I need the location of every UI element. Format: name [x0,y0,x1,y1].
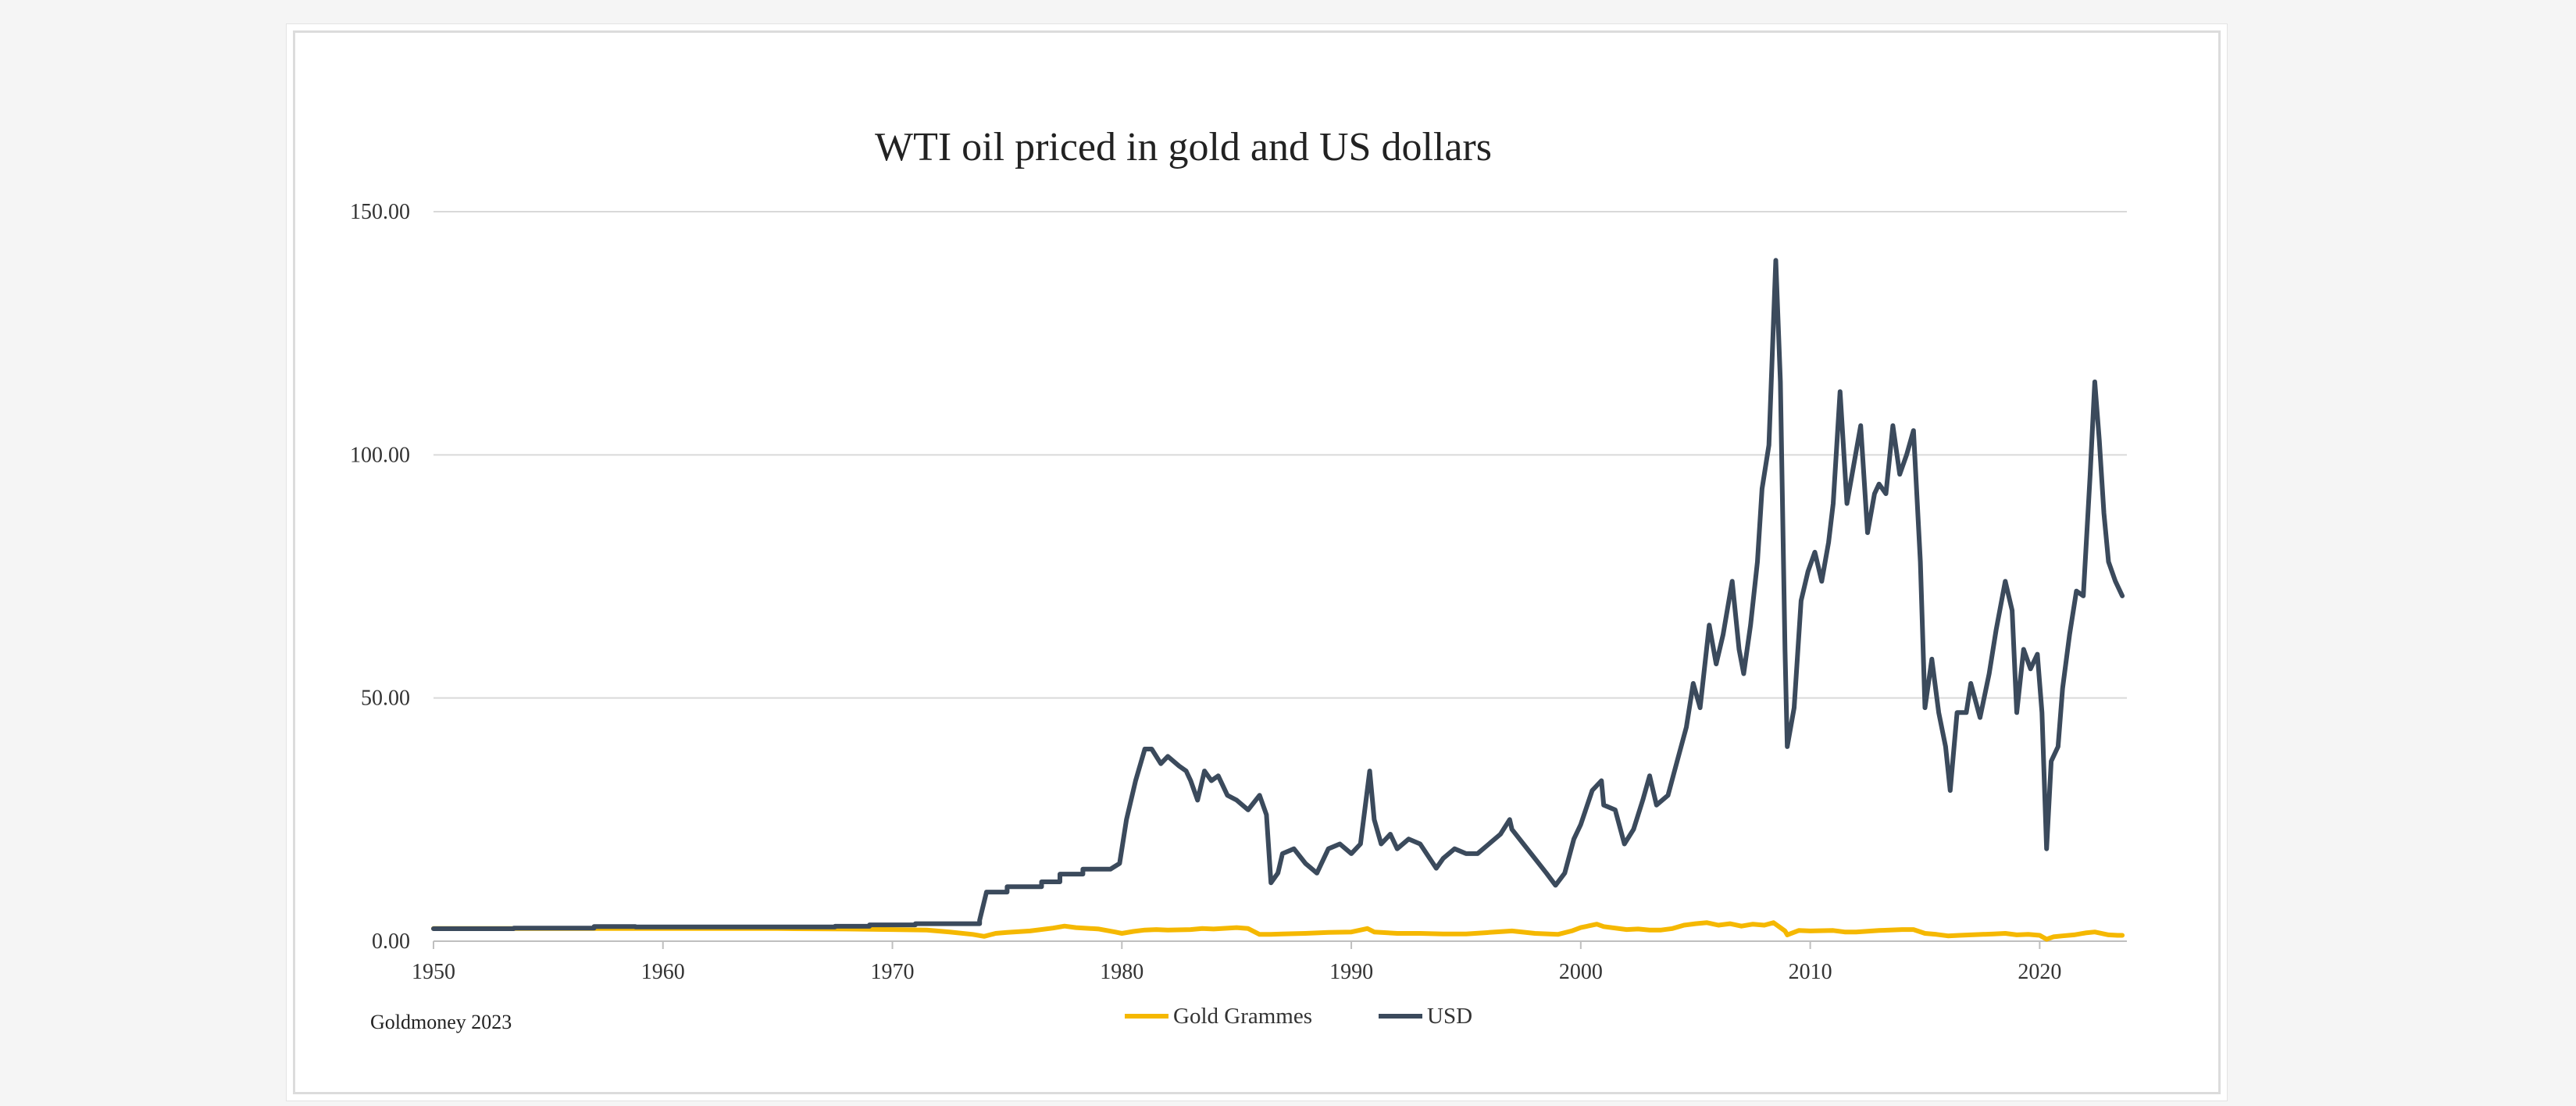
x-axis-ticks: 1950 1960 1970 1980 1990 2000 2010 2020 [412,941,2061,984]
chart-frame [293,30,2221,1094]
series-lines [431,258,2125,942]
x-tick-label: 1990 [1329,960,1373,984]
x-tick-label: 1980 [1100,960,1144,984]
legend: Gold Grammes USD [1125,1004,1472,1029]
chart-title: WTI oil priced in gold and US dollars [875,125,1492,169]
x-tick-label: 1950 [412,960,455,984]
gridlines [433,211,2127,942]
x-tick-label: 2000 [1559,960,1603,984]
x-tick-label: 2020 [2018,960,2061,984]
y-axis-ticks: 0.00 50.00 100.00 150.00 [350,200,410,954]
x-tick-label: 1960 [641,960,685,984]
y-tick-label: 50.00 [361,687,410,711]
x-tick-label: 2010 [1789,960,1832,984]
y-tick-label: 0.00 [372,929,410,954]
legend-label-gold-grammes: Gold Grammes [1173,1004,1312,1029]
y-tick-label: 150.00 [350,200,410,224]
chart-card [286,23,2228,1101]
series-line-usd [431,258,2125,931]
x-tick-label: 1970 [871,960,915,984]
series-line-gold-grammes [431,920,2125,942]
legend-label-usd: USD [1427,1004,1472,1029]
y-tick-label: 100.00 [350,443,410,467]
source-label: Goldmoney 2023 [370,1011,512,1033]
